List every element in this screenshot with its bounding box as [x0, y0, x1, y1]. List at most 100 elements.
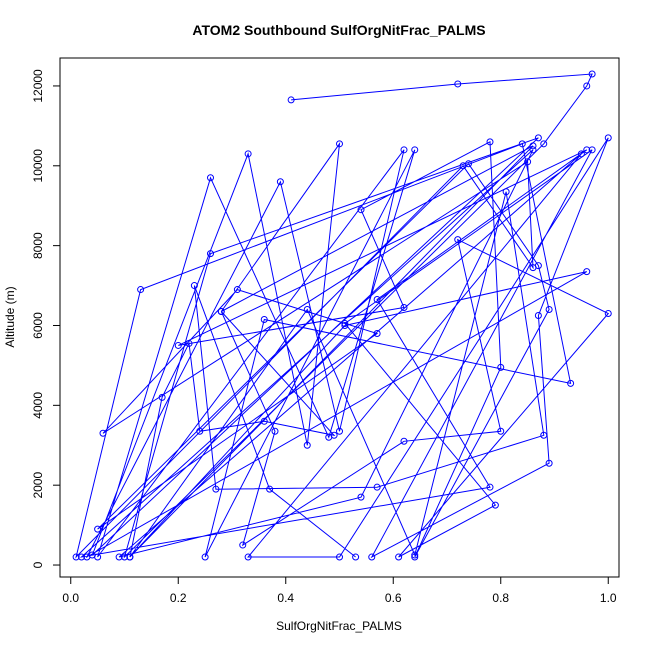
data-point	[137, 286, 145, 294]
data-point	[244, 553, 252, 561]
data-point	[207, 174, 214, 182]
data-point	[158, 393, 166, 401]
data-point	[303, 306, 311, 314]
data-point	[115, 553, 123, 561]
data-point	[330, 431, 338, 439]
x-tick-label: 0.2	[170, 591, 187, 605]
data-point	[400, 304, 408, 312]
data-point	[212, 485, 220, 493]
y-axis: 0 2000 4000 6000 8000 10000 12000	[31, 69, 61, 568]
data-point	[78, 553, 85, 561]
data-point	[368, 553, 376, 561]
y-tick-label: 4000	[31, 392, 45, 419]
data-point	[373, 296, 381, 304]
data-point	[534, 262, 542, 270]
data-point	[244, 150, 252, 158]
data-point	[94, 553, 102, 561]
y-tick-label: 0	[31, 561, 45, 568]
data-point	[400, 437, 408, 445]
x-axis-label: SulfOrgNitFrac_PALMS	[276, 619, 402, 633]
y-tick-label: 6000	[31, 312, 45, 339]
data-point	[491, 501, 499, 509]
data-point	[336, 553, 343, 561]
data-point	[303, 441, 311, 449]
data-point	[266, 485, 274, 493]
data-point	[201, 553, 209, 561]
data-point	[395, 553, 403, 561]
data-point	[529, 142, 537, 150]
data-point	[454, 236, 462, 244]
data-point	[352, 553, 360, 561]
y-axis-label: Altitude (m)	[3, 286, 17, 347]
data-point	[604, 134, 612, 142]
data-point	[174, 341, 182, 349]
data-point	[583, 82, 591, 90]
data-point	[121, 553, 128, 561]
data-point	[534, 134, 542, 142]
x-tick-label: 0.8	[492, 591, 509, 605]
data-point	[486, 483, 494, 491]
data-point	[454, 80, 462, 88]
data-point	[465, 160, 472, 168]
data-point	[260, 417, 268, 425]
series-line	[75, 73, 610, 559]
data-point	[336, 427, 343, 435]
data-point	[341, 321, 349, 329]
data-point	[567, 379, 575, 387]
data-point	[260, 315, 268, 323]
data-point	[400, 146, 408, 154]
data-point	[207, 250, 214, 258]
series-markers	[72, 70, 612, 561]
y-tick-label: 12000	[31, 69, 45, 103]
data-point	[239, 541, 247, 549]
chart-title: ATOM2 Southbound SulfOrgNitFrac_PALMS	[192, 22, 485, 38]
data-point	[583, 146, 591, 154]
data-point	[233, 286, 241, 294]
data-point	[94, 525, 102, 533]
data-point	[72, 553, 80, 561]
data-point	[373, 329, 381, 337]
data-point	[357, 206, 365, 214]
y-tick-label: 2000	[31, 472, 45, 499]
data-point	[518, 140, 526, 148]
data-point	[357, 493, 365, 501]
data-point	[486, 138, 494, 146]
data-point	[287, 96, 295, 104]
x-tick-label: 0.6	[385, 591, 402, 605]
series-path	[75, 73, 610, 559]
data-point	[588, 146, 596, 154]
data-point	[411, 551, 419, 559]
data-point	[196, 427, 204, 435]
x-tick-label: 0.0	[62, 591, 79, 605]
data-point	[373, 483, 381, 491]
data-point	[276, 178, 284, 186]
data-point	[411, 553, 419, 561]
data-point	[217, 308, 225, 316]
data-point	[99, 429, 107, 437]
data-point	[190, 282, 198, 290]
data-point	[185, 339, 193, 347]
data-point	[411, 146, 419, 154]
data-point	[341, 319, 349, 327]
data-point	[336, 140, 343, 148]
data-point	[126, 553, 134, 561]
x-tick-label: 0.4	[277, 591, 294, 605]
data-point	[588, 70, 596, 78]
data-point	[529, 146, 537, 154]
data-point	[583, 268, 591, 276]
data-point	[540, 140, 548, 148]
data-point	[524, 158, 532, 166]
data-point	[604, 310, 612, 318]
data-point	[497, 363, 505, 371]
data-point	[534, 312, 542, 320]
data-point	[545, 459, 553, 467]
data-point	[540, 431, 548, 439]
data-point	[502, 188, 510, 196]
y-tick-label: 10000	[31, 149, 45, 183]
plot-frame	[59, 57, 620, 578]
data-point	[83, 553, 91, 561]
x-axis: 0.0 0.2 0.4 0.6 0.8 1.0	[62, 576, 617, 605]
data-point	[271, 427, 279, 435]
x-tick-label: 1.0	[600, 591, 617, 605]
